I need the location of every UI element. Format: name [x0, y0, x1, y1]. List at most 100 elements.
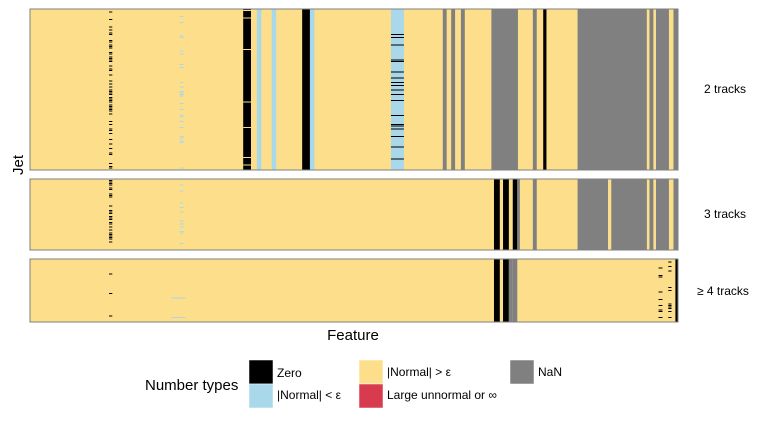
- facet-0-speckle-normal_lt_eps-1: [179, 103, 184, 104]
- facet-2-speckle-zero-3: [668, 308, 672, 309]
- facet-0-block-nan-16: [655, 9, 669, 170]
- facet-1-speckle-normal_lt_eps-1: [179, 184, 184, 186]
- facet-0-speckle-zero-3: [390, 100, 404, 101]
- facet-1-speckle-normal_lt_eps-1: [179, 231, 184, 232]
- facet-0-speckle-zero-0: [109, 61, 113, 62]
- facet-0-speckle-normal_lt_eps-1: [179, 86, 184, 88]
- facet-0-block-normal_lt_eps-2: [256, 9, 262, 170]
- facet-0-speckle-normal_lt_eps-1: [179, 82, 184, 83]
- facet-0-block-nan-15: [649, 9, 654, 170]
- facet-0-speckle-zero-0: [109, 80, 113, 82]
- facet-0-speckle-zero-3: [390, 37, 404, 38]
- facet-1-speckle-normal_lt_eps-1: [179, 223, 184, 225]
- facet-2-block-nan-4: [512, 259, 518, 322]
- facet-label-4plus-tracks: ≥ 4 tracks: [697, 284, 749, 298]
- facet-0-speckle-zero-0: [109, 121, 113, 122]
- facet-1-speckle-zero-0: [109, 222, 113, 223]
- facet-0-speckle-zero-0: [109, 91, 113, 92]
- facet-1-speckle-normal_lt_eps-1: [179, 190, 184, 192]
- facet-0-speckle-zero-3: [390, 115, 404, 116]
- facet-1-speckle-normal_lt_eps-1: [179, 232, 184, 234]
- facet-0-speckle-zero-0: [109, 11, 113, 13]
- facet-0-speckle-zero-0: [109, 52, 113, 53]
- facet-0-speckle-zero-0: [109, 128, 113, 130]
- facet-0-speckle-zero-0: [109, 107, 113, 109]
- facet-1-speckle-normal_lt_eps-1: [179, 202, 184, 204]
- legend-key-nan: [509, 359, 535, 385]
- facet-2-speckle-zero-3: [668, 266, 672, 267]
- facet-0-speckle-zero-0: [109, 41, 113, 43]
- facet-1-speckle-zero-0: [109, 187, 113, 189]
- facet-0-speckle-zero-3: [390, 71, 404, 73]
- facet-2-speckle-zero-2: [658, 275, 663, 276]
- facet-1-block-nan-6: [577, 179, 609, 250]
- facet-0-speckle-zero-0: [109, 59, 113, 61]
- facet-2-speckle-normal_lt_eps-1: [171, 317, 186, 318]
- facet-2-block-zero-2: [503, 259, 509, 322]
- legend-label-nan: NaN: [538, 365, 562, 379]
- facet-1-block-zero-1: [493, 179, 500, 250]
- facet-1-speckle-zero-0: [109, 180, 113, 181]
- facet-0-block-zero-4: [302, 9, 310, 170]
- facet-1-speckle-zero-0: [109, 205, 113, 207]
- facet-1-speckle-zero-0: [109, 226, 113, 228]
- facet-0-block-nan-8: [451, 9, 456, 170]
- facet-2-speckle-zero-2: [658, 299, 663, 300]
- facet-0-speckle-normal_lt_eps-1: [179, 16, 184, 17]
- facet-2-speckle-zero-0: [109, 273, 113, 275]
- facet-2-speckle-zero-3: [668, 317, 672, 318]
- facet-0-speckle-normal_lt_eps-1: [179, 115, 184, 116]
- facet-0-speckle-normal_lt_eps-1: [179, 37, 184, 38]
- legend-label-normal-gt-eps: |Normal| > ε: [387, 365, 452, 379]
- facet-2-speckle-zero-3: [668, 261, 672, 263]
- facet-1-speckle-normal_lt_eps-1: [179, 226, 184, 228]
- facet-0-speckle-normal_gt_eps-2: [243, 49, 251, 50]
- facet-0-block-nan-13: [577, 9, 647, 170]
- facet-1-speckle-normal_lt_eps-1: [179, 243, 184, 244]
- facet-0-speckle-zero-0: [109, 68, 113, 70]
- facet-0-speckle-zero-3: [390, 85, 404, 86]
- facet-0-speckle-zero-0: [109, 113, 113, 115]
- facet-0-block-nan-17: [673, 9, 678, 170]
- facet-0-speckle-zero-3: [390, 44, 404, 46]
- facet-1-speckle-normal_lt_eps-1: [179, 220, 184, 222]
- legend-label-zero: Zero: [277, 366, 302, 380]
- facet-1-block-zero-2: [503, 179, 509, 250]
- facet-0-speckle-zero-3: [390, 125, 404, 127]
- facet-0-speckle-normal_lt_eps-1: [179, 53, 184, 55]
- facet-1-speckle-zero-0: [109, 189, 113, 190]
- facet-0-speckle-zero-0: [109, 139, 113, 140]
- facet-0-speckle-zero-3: [390, 77, 404, 79]
- facet-2-speckle-normal_lt_eps-1: [171, 297, 186, 299]
- facet-0-speckle-zero-0: [109, 58, 113, 59]
- facet-panels: [29, 8, 679, 323]
- facet-1-block-zero-3: [512, 179, 518, 250]
- facet-2-block-zero-5: [675, 259, 678, 322]
- facet-0-speckle-normal_gt_eps-2: [243, 17, 251, 19]
- facet-0-speckle-zero-0: [109, 104, 113, 106]
- facet-0-speckle-normal_lt_eps-1: [179, 94, 184, 95]
- facet-1-block-nan-4: [517, 179, 520, 250]
- facet-1-speckle-zero-0: [109, 234, 113, 235]
- facet-0-speckle-zero-0: [109, 53, 113, 55]
- facet-2-speckle-zero-3: [668, 305, 672, 306]
- facet-0-speckle-zero-3: [390, 82, 404, 83]
- facet-1-speckle-zero-0: [109, 196, 113, 198]
- facet-0-speckle-zero-0: [109, 148, 113, 149]
- facet-1-panel-border: [29, 178, 679, 251]
- facet-1-speckle-zero-0: [109, 217, 113, 219]
- facet-2-panel-border: [29, 258, 679, 323]
- facet-0-speckle-zero-0: [109, 44, 113, 46]
- facet-0-speckle-zero-0: [109, 74, 113, 76]
- facet-0-speckle-zero-3: [390, 34, 404, 35]
- facet-0-speckle-zero-0: [109, 46, 113, 47]
- facet-2-block-normal_gt_eps-0: [30, 259, 678, 322]
- facet-1-speckle-zero-0: [109, 195, 113, 196]
- facet-0-speckle-zero-3: [390, 136, 404, 137]
- facet-0-speckle-zero-0: [109, 130, 113, 131]
- facet-0-speckle-zero-0: [109, 40, 113, 41]
- facet-0-speckle-zero-0: [109, 83, 113, 85]
- facet-2-block-zero-1: [493, 259, 500, 322]
- facet-2-speckle-zero-3: [668, 290, 672, 291]
